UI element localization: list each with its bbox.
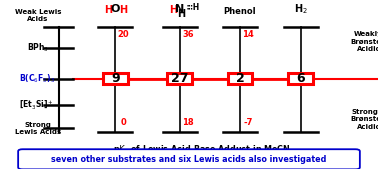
Text: 20: 20 (118, 30, 129, 39)
Text: H: H (104, 5, 113, 15)
Text: B(C$_6$F$_5$)$_3$: B(C$_6$F$_5$)$_3$ (19, 72, 55, 85)
Text: H: H (119, 5, 127, 15)
Text: 27: 27 (171, 72, 188, 85)
Text: 14: 14 (242, 30, 254, 39)
Text: 6: 6 (296, 72, 305, 85)
Text: 9: 9 (111, 72, 119, 85)
Text: Strongly: Strongly (352, 108, 378, 115)
Text: Phenol: Phenol (224, 7, 256, 16)
Text: ∶∶∶H: ∶∶∶H (186, 3, 200, 12)
Text: 36: 36 (182, 30, 194, 39)
Text: Acidic: Acidic (357, 124, 378, 130)
Bar (167, 73, 192, 84)
Text: [Et$_3$Si]$^+$: [Et$_3$Si]$^+$ (19, 98, 54, 111)
Text: p$\mathit{K}_a$ of Lewis Acid-Base Adduct in MeCN: p$\mathit{K}_a$ of Lewis Acid-Base Adduc… (113, 143, 291, 156)
Bar (103, 73, 127, 84)
Text: Brønsted: Brønsted (350, 38, 378, 44)
Text: Weakly: Weakly (354, 31, 378, 37)
Text: Brønsted: Brønsted (350, 116, 378, 122)
FancyBboxPatch shape (18, 149, 360, 169)
Text: Acids: Acids (27, 16, 48, 22)
Text: N: N (175, 4, 184, 14)
Text: Weak Lewis: Weak Lewis (14, 9, 61, 15)
Text: BPh$_3$: BPh$_3$ (27, 42, 49, 54)
Text: O: O (111, 4, 120, 14)
Text: -7: -7 (244, 118, 253, 127)
Text: 0: 0 (121, 118, 127, 127)
Text: H: H (169, 5, 177, 15)
Text: Acidic: Acidic (357, 46, 378, 52)
Text: H: H (177, 9, 186, 19)
Text: H$_2$: H$_2$ (294, 2, 307, 16)
Text: seven other substrates and six Lewis acids also investigated: seven other substrates and six Lewis aci… (51, 155, 327, 164)
Bar (228, 73, 253, 84)
Text: 2: 2 (235, 72, 245, 85)
Text: Lewis Acids: Lewis Acids (15, 129, 61, 135)
Text: Strong: Strong (24, 122, 51, 128)
Text: 18: 18 (182, 118, 194, 127)
Bar (288, 73, 313, 84)
